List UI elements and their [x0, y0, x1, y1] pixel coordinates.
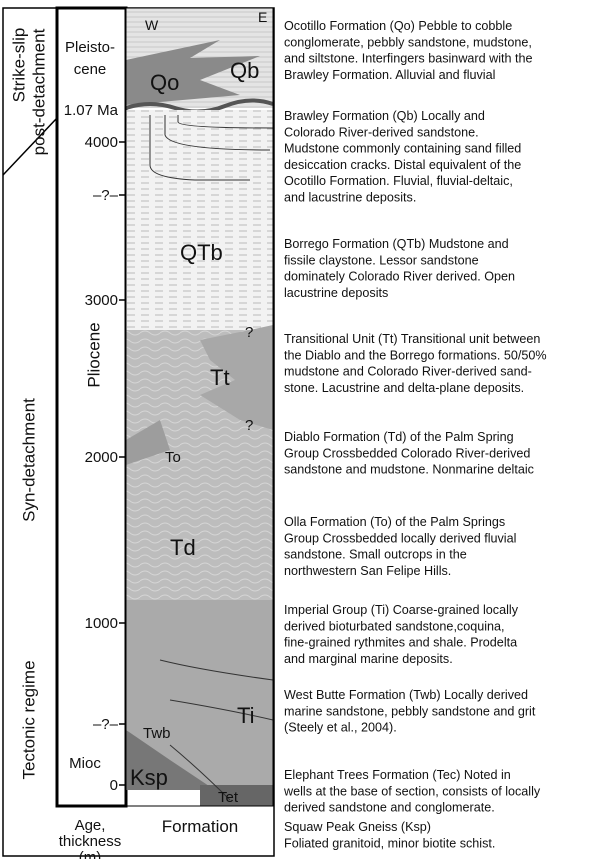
unit-label: Tt: [210, 365, 230, 390]
regime-label: Strike-slip: [9, 28, 28, 103]
unit-label: Tet: [218, 789, 239, 806]
description-line: Group Crossbedded Colorado River-derived: [284, 446, 530, 460]
unit-label: Qo: [150, 70, 179, 95]
description-line: Imperial Group (Ti) Coarse-grained local…: [284, 603, 519, 617]
description-line: Group Crossbedded locally derived fluvia…: [284, 531, 516, 545]
unit-label: Twb: [143, 725, 171, 742]
description-line: Squaw Peak Gneiss (Ksp): [284, 820, 431, 834]
formation-column: [125, 7, 274, 807]
age-mark: –?–: [93, 716, 119, 733]
description-line: Ocotillo Formation. Fluvial, fluvial-del…: [284, 174, 513, 188]
description-line: Ocotillo Formation (Qo) Pebble to cobble: [284, 19, 512, 33]
description-line: Diablo Formation (Td) of the Palm Spring: [284, 430, 514, 444]
unit-label: ?: [245, 324, 253, 341]
epoch-label: cene: [74, 61, 107, 78]
epoch-label: Pliocene: [84, 322, 103, 387]
column-label: Formation: [162, 817, 239, 836]
tet-unit: [200, 785, 273, 806]
description-line: dominately Colorado River derived. Open: [284, 270, 515, 284]
side-label: E: [258, 9, 267, 25]
description-line: Brawley Formation. Alluvial and fluvial: [284, 68, 495, 82]
description-line: fissile claystone. Lessor sandstone: [284, 253, 479, 267]
description-line: marine sandstone, pebbly sandstone and g…: [284, 704, 536, 718]
description-line: the Diablo and the Borrego formations. 5…: [284, 348, 547, 362]
description-line: and lacustrine deposits.: [284, 191, 416, 205]
description-line: and siltstone. Interfingers basinward wi…: [284, 52, 533, 66]
description-line: Foliated granitoid, minor biotite schist…: [284, 836, 495, 850]
description-line: wells at the base of section, consists o…: [283, 784, 541, 798]
description-line: conglomerate, pebbly sandstone, mudstone…: [284, 35, 532, 49]
column-label: (m): [79, 849, 102, 859]
unit-label: ?: [245, 417, 253, 434]
age-mark: 1.07 Ma: [64, 102, 119, 119]
unit-label: Ksp: [130, 765, 168, 790]
qo-unit: [126, 40, 260, 105]
age-column: [55, 6, 128, 808]
description-line: Colorado River-derived sandstone.: [284, 125, 479, 139]
description-line: sandstone. Small outcrops in the: [284, 548, 467, 562]
regime-divider: [2, 117, 58, 176]
description-line: sandstone and mudstone. Nonmarine deltai…: [284, 463, 534, 477]
unit-label: QTb: [180, 240, 223, 265]
age-mark: 1000: [85, 615, 118, 632]
description-line: lacustrine deposits: [284, 286, 388, 300]
description-line: West Butte Formation (Twb) Locally deriv…: [284, 688, 528, 702]
ti-lines: [159, 659, 274, 801]
description-line: Mudstone commonly containing sand filled: [284, 142, 521, 156]
description-line: fine-grained rythmites and shale. Prodel…: [284, 636, 517, 650]
regime-label: Tectonic regime: [19, 660, 38, 779]
description-line: Olla Formation (To) of the Palm Springs: [284, 515, 505, 529]
formation-frame: [125, 7, 274, 807]
description-line: northwestern San Felipe Hills.: [284, 564, 451, 578]
unit-label: To: [165, 449, 181, 466]
to-unit: [126, 420, 170, 465]
description-line: mudstone and Colorado River-derived sand…: [284, 365, 532, 379]
unit-label: Qb: [230, 58, 259, 83]
description-line: (Steely et al., 2004).: [284, 721, 397, 735]
unit-label: Ti: [237, 703, 255, 728]
age-mark: 0: [110, 777, 118, 794]
description-line: Borrego Formation (QTb) Mudstone and: [284, 237, 509, 251]
description-line: Brawley Formation (Qb) Locally and: [284, 109, 485, 123]
regime-label: post-detachment: [29, 28, 48, 155]
epoch-label: Pleisto-: [65, 39, 115, 56]
description-line: Transitional Unit (Tt) Transitional unit…: [284, 332, 540, 346]
qtb-lines: [149, 115, 274, 181]
qtb-unit: [126, 110, 273, 330]
side-label: W: [145, 17, 159, 33]
age-mark: 3000: [85, 292, 118, 309]
description-line: and marginal marine deposits.: [284, 652, 453, 666]
column-label: thickness: [59, 833, 122, 850]
unit-label: Td: [170, 535, 196, 560]
tt-unit: [200, 325, 273, 430]
column-label: Age,: [75, 817, 106, 834]
description-line: Elephant Trees Formation (Tec) Noted in: [284, 768, 511, 782]
age-mark: 2000: [85, 449, 118, 466]
description-line: desiccation cracks. Distal equivalent of…: [284, 158, 521, 172]
age-mark: 4000: [85, 134, 118, 151]
epoch-label: Mioc: [69, 755, 101, 772]
age-mark: –?–: [93, 187, 119, 204]
description-line: derived bioturbated sandstone,coquina,: [284, 619, 505, 633]
description-line: derived sandstone and conglomerate.: [284, 801, 495, 815]
regime-label: Syn-detachment: [19, 398, 38, 522]
ksp-unit: [126, 730, 215, 790]
description-line: stone. Lacustrine and delta-plane deposi…: [284, 381, 524, 395]
